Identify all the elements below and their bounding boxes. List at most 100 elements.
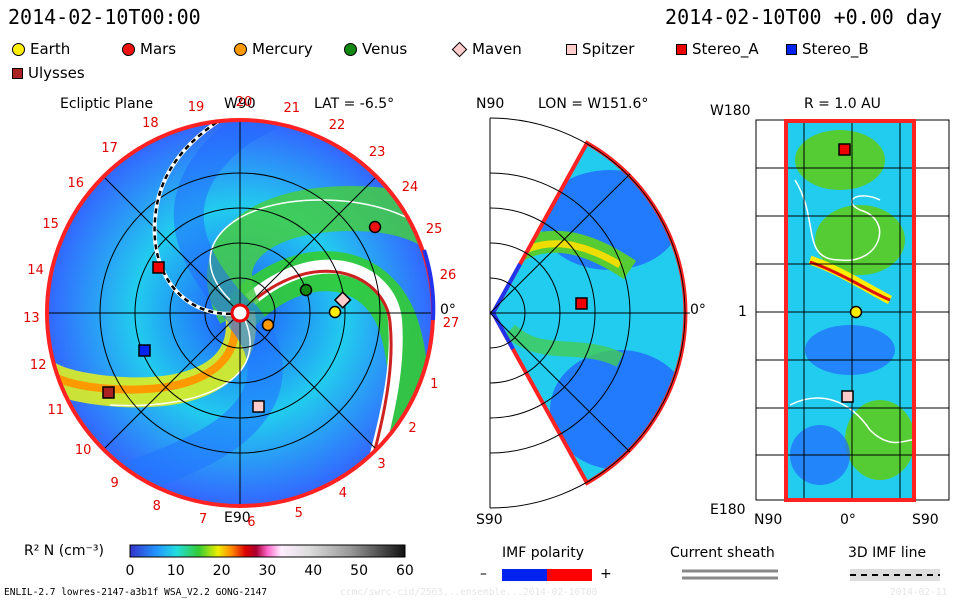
colorbar — [129, 544, 406, 558]
map-top-left-label: W180 — [710, 103, 751, 119]
mercury-marker — [261, 318, 275, 332]
carrington-label-16: 16 — [67, 175, 85, 191]
mars-icon — [122, 42, 135, 56]
meridional-plane — [489, 117, 690, 509]
carrington-label-27: 27 — [442, 316, 460, 332]
legend-item-stereo-b: Stereo_B — [786, 40, 869, 58]
carrington-label-11: 11 — [47, 403, 65, 419]
carrington-label-8: 8 — [152, 499, 161, 515]
map-mid-left-label: 1 — [738, 304, 747, 320]
meridional-bottom-label: S90 — [476, 512, 503, 528]
carrington-label-24: 24 — [401, 180, 419, 196]
colorbar-tick-30: 30 — [258, 563, 277, 579]
carrington-label-15: 15 — [42, 216, 59, 232]
stereo-b-marker — [138, 344, 151, 357]
imf-polarity-title: IMF polarity — [502, 545, 585, 561]
legend-label: Stereo_A — [692, 40, 759, 58]
carrington-label-21: 21 — [283, 101, 301, 117]
ulysses-marker — [102, 386, 115, 399]
carrington-label-22: 22 — [328, 118, 346, 134]
imf-line-title: 3D IMF line — [848, 545, 927, 561]
carrington-label-9: 9 — [110, 475, 119, 491]
meridional-lon-label: LON = W151.6° — [538, 96, 649, 112]
colorbar-tick-20: 20 — [212, 563, 231, 579]
map-bottom-left-label: E180 — [710, 502, 746, 518]
colorbar-tick-10: 10 — [166, 563, 185, 579]
ulysses-icon — [12, 67, 23, 79]
current-sheath-title: Current sheath — [670, 545, 775, 561]
legend-label: Spitzer — [582, 40, 635, 58]
legend-item-ulysses: Ulysses — [12, 64, 85, 82]
right-timestamp: 2014-02-10T00 +0.00 day — [665, 5, 942, 29]
maven-marker — [333, 291, 352, 309]
stereo-a-marker — [152, 261, 165, 274]
carrington-label-17: 17 — [101, 141, 118, 157]
carrington-label-7: 7 — [199, 512, 208, 528]
carrington-label-5: 5 — [294, 505, 303, 521]
legend-label: Stereo_B — [802, 40, 869, 58]
legend-label: Mercury — [252, 40, 313, 58]
carrington-label-2: 2 — [408, 420, 417, 436]
spitzer-icon — [566, 43, 577, 55]
carrington-label-25: 25 — [425, 221, 443, 237]
ecliptic-plane — [45, 118, 436, 508]
carrington-label-3: 3 — [377, 457, 386, 473]
legend-item-mars: Mars — [122, 40, 176, 58]
legend-label: Mars — [140, 40, 177, 58]
carrington-label-23: 23 — [368, 144, 386, 160]
colorbar-tick-40: 40 — [304, 563, 323, 579]
legend-item-spitzer: Spitzer — [566, 40, 634, 58]
footer-right: 2014-02-11 — [890, 587, 948, 598]
colorbar-tick-50: 50 — [350, 563, 368, 579]
carrington-label-12: 12 — [29, 358, 47, 374]
colorbar-tick-60: 60 — [396, 563, 414, 579]
ecliptic-right-label: 0° — [440, 302, 456, 318]
imf-polarity-negative — [502, 569, 547, 581]
carrington-label-19: 19 — [187, 99, 205, 115]
ecliptic-title: Ecliptic Plane — [60, 96, 154, 112]
colorbar-tick-0: 0 — [125, 563, 135, 579]
left-timestamp: 2014-02-10T00:00 — [8, 5, 201, 29]
mars-marker — [368, 220, 382, 234]
earth-marker — [328, 305, 342, 319]
earth-icon — [12, 42, 25, 56]
colorbar-label: R² N (cm⁻³) — [24, 543, 104, 559]
footer-run-id: ccmc/swrc-cid/2563...ensemble...2014-02-… — [340, 587, 598, 598]
legend-label: Maven — [472, 40, 522, 58]
stereo-b-icon — [786, 43, 797, 55]
map-bottom-label-n90: N90 — [754, 512, 783, 528]
legend-label: Earth — [30, 40, 71, 58]
lat-lon-map — [755, 119, 950, 502]
carrington-label-1: 1 — [430, 377, 439, 393]
map-r-label: R = 1.0 AU — [804, 96, 881, 112]
ecliptic-lat-label: LAT = -6.5° — [314, 96, 395, 112]
carrington-label-26: 26 — [439, 268, 457, 284]
venus-marker — [299, 283, 313, 297]
legend-item-stereo-a: Stereo_A — [676, 40, 759, 58]
legend-item-maven: Maven — [451, 40, 522, 58]
map-bottom-label-s90: S90 — [912, 512, 939, 528]
ecliptic-bottom-label: E90 — [224, 510, 251, 526]
venus-icon — [344, 42, 357, 56]
map-bottom-label-0: 0° — [840, 512, 856, 528]
carrington-label-10: 10 — [74, 443, 92, 459]
legend-item-venus: Venus — [344, 40, 407, 58]
spitzer-marker — [252, 400, 265, 413]
legend-label: Venus — [362, 40, 408, 58]
footer-model: ENLIL-2.7 lowres-2147-a3b1f WSA_V2.2 GON… — [4, 587, 268, 598]
stereo-a-icon — [676, 43, 687, 55]
carrington-label-4: 4 — [338, 486, 348, 502]
imf-polarity-positive — [547, 569, 592, 581]
carrington-label-18: 18 — [142, 115, 159, 131]
legend-item-mercury: Mercury — [234, 40, 313, 58]
carrington-label-6: 6 — [247, 514, 256, 530]
carrington-label-20: 20 — [235, 95, 253, 111]
imf-polarity-minus: – — [480, 566, 487, 582]
ecliptic-top-label: W90 — [224, 96, 256, 112]
meridional-top-label: N90 — [476, 96, 505, 112]
carrington-label-14: 14 — [27, 262, 44, 278]
imf-polarity-plus: + — [600, 566, 612, 582]
legend-item-earth: Earth — [12, 40, 70, 58]
meridional-right-label: 0° — [690, 302, 706, 318]
